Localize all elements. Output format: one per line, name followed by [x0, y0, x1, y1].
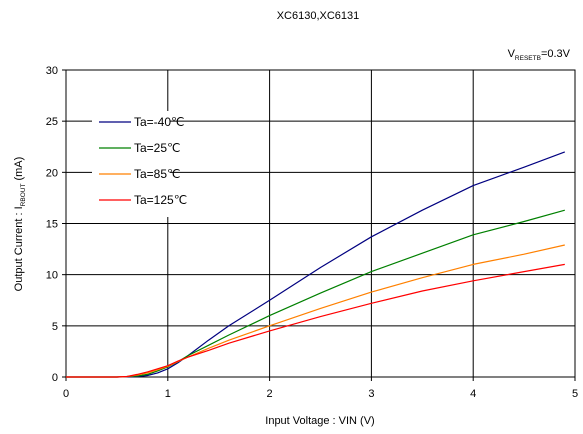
x-tick-label: 5: [572, 388, 578, 400]
y-tick-label: 10: [46, 270, 58, 282]
x-tick-label: 4: [470, 388, 476, 400]
x-axis-label: Input Voltage : VIN (V): [265, 415, 374, 427]
x-tick-label: 1: [165, 388, 171, 400]
series-line-3: [66, 263, 565, 378]
y-tick-label: 30: [46, 65, 58, 77]
legend-label-2: Ta=85℃: [134, 167, 181, 181]
x-tick-label: 2: [267, 388, 273, 400]
y-tick-label: 0: [52, 372, 58, 384]
legend-label-1: Ta=25℃: [134, 141, 181, 155]
legend: Ta=-40℃ Ta=25℃ Ta=85℃ Ta=125℃: [99, 115, 187, 207]
x-tick-label: 3: [368, 388, 374, 400]
series-line-0: [66, 151, 566, 378]
y-tick-label: 5: [52, 321, 58, 333]
condition-label: VRESETB=0.3V: [508, 48, 571, 62]
legend-box: [92, 111, 170, 217]
legend-label-3: Ta=125℃: [134, 193, 187, 207]
y-ticks: 0 5 10 15 20 25 30: [46, 65, 66, 384]
y-tick-label: 20: [46, 167, 58, 179]
y-tick-label: 15: [46, 219, 58, 231]
x-tick-label: 0: [63, 388, 69, 400]
y-tick-label: 25: [46, 116, 58, 128]
legend-label-0: Ta=-40℃: [134, 115, 185, 129]
series-lines: [66, 151, 566, 378]
x-ticks: 0 1 2 3 4 5: [63, 377, 578, 400]
y-axis-label: Output Current : IRBOUT (mA): [13, 157, 27, 292]
series-line-1: [66, 209, 565, 378]
chart-title: XC6130,XC6131: [277, 10, 360, 22]
